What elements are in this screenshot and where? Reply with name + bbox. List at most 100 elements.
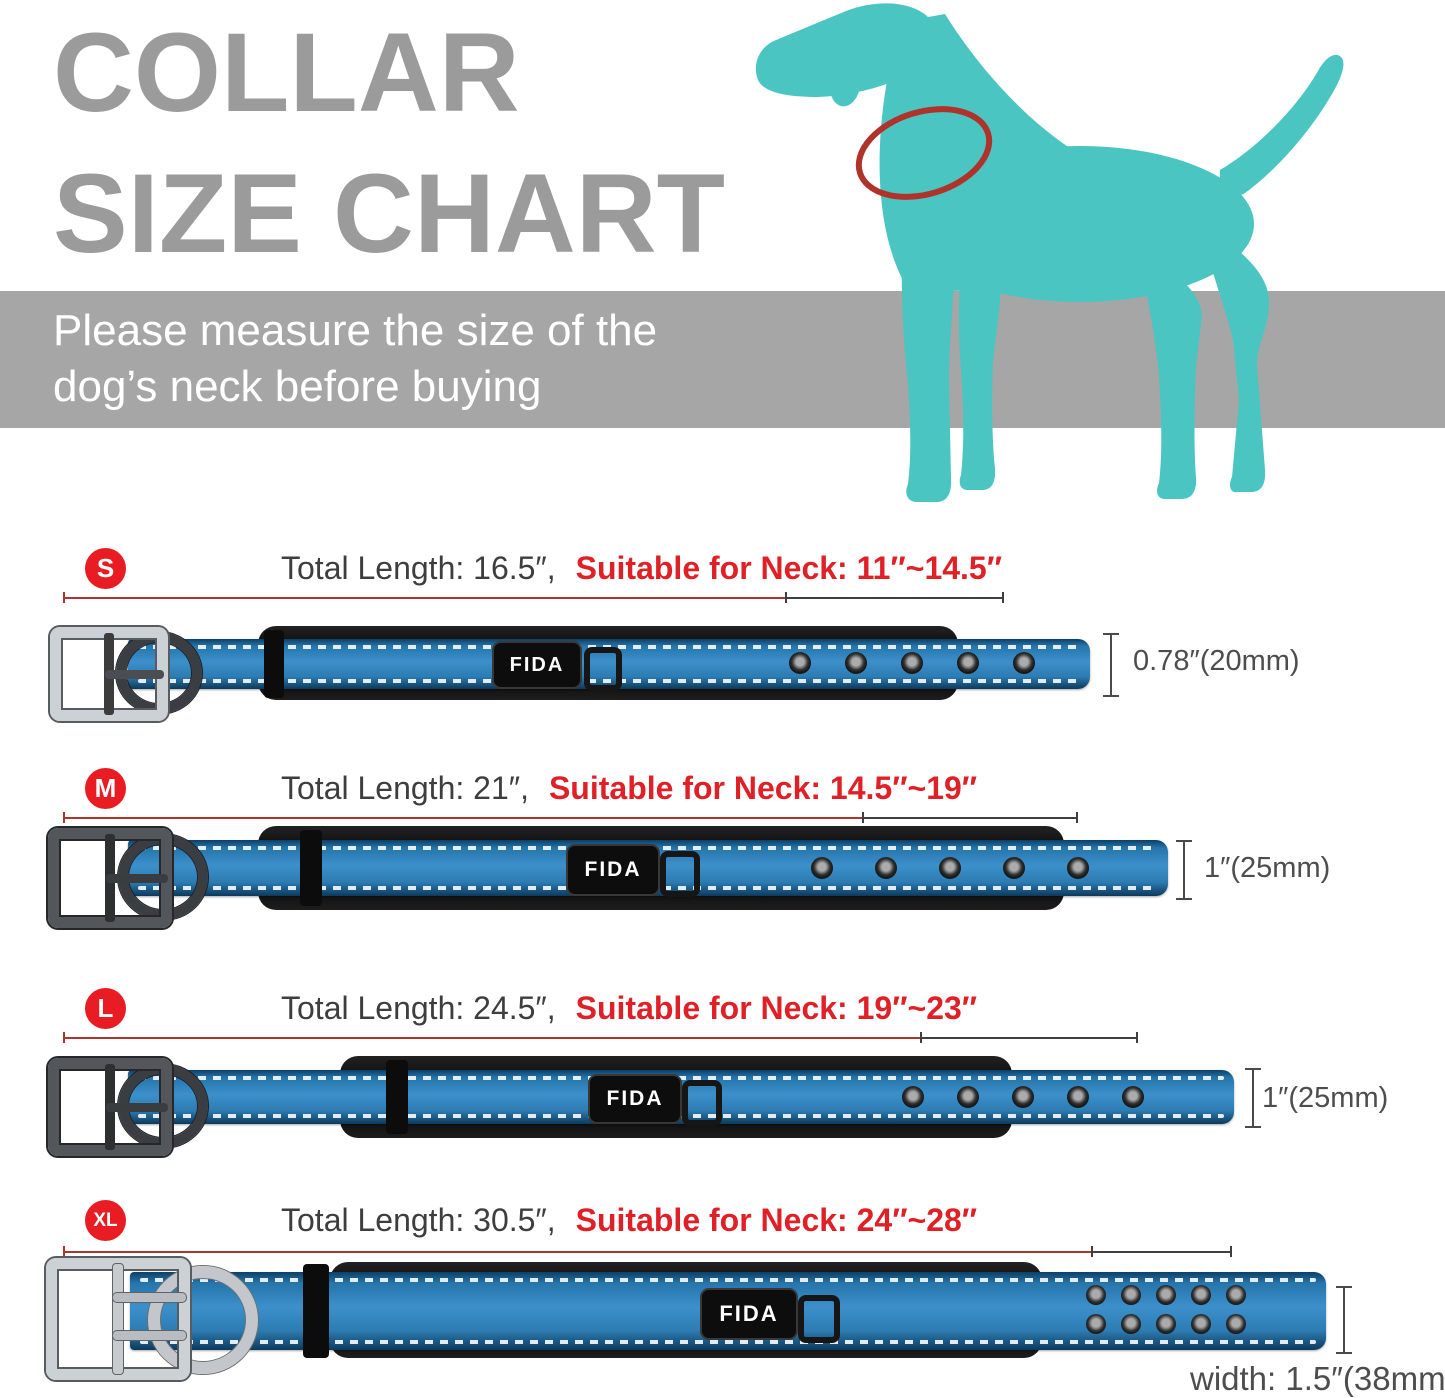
total-length-label: Total Length: 16.5″, [281,550,556,586]
width-bracket [1245,1068,1261,1128]
grommet-icon [789,652,811,674]
grommet-icon [1013,652,1035,674]
brand-tag: FIDA [588,1074,682,1124]
grommet-icon [875,857,897,879]
size-badge-m: M [85,768,126,809]
width-note-s: 0.78″(20mm) [1133,645,1300,677]
measure-tick [63,592,65,603]
measure-tick [63,812,65,823]
grommet-icon [1086,1285,1106,1305]
collar-keeper-band [264,630,284,698]
collar-keeper-band [386,1060,408,1134]
measure-line-xl [0,1246,1445,1258]
measure-tick [920,1032,922,1043]
width-note-m: 1″(25mm) [1204,852,1331,884]
width-bracket [1176,840,1192,900]
collar-keeper-band [300,830,322,906]
grommet-icon [957,1086,979,1108]
measure-segment-total [63,1037,921,1039]
measure-tick [862,812,864,823]
grommet-icon [1191,1314,1211,1334]
measure-line-l [0,1032,1445,1044]
banner-text: Please measure the size of the dog’s nec… [53,303,657,416]
measure-tick [1002,592,1004,603]
measure-tick [1230,1246,1232,1257]
dog-rear-leg [1140,260,1202,499]
dog-body [906,146,1254,302]
grommet-strip [811,857,1089,879]
grommet-icon [845,652,867,674]
grommet-icon [1003,857,1025,879]
title-line-2: SIZE CHART [53,151,725,277]
measure-segment-neck [921,1037,1138,1039]
measure-segment-neck [1092,1251,1232,1253]
measure-segment-neck [863,817,1078,819]
measure-line-s [0,592,1445,604]
grommet-icon [957,652,979,674]
grommet-icon [1122,1086,1144,1108]
width-bracket [1336,1286,1352,1354]
brand-tag: FIDA [566,844,660,896]
dog-tail [1220,54,1344,196]
grommet-icon [1067,857,1089,879]
tag-dring-icon [660,851,700,897]
tag-dring-icon [682,1080,722,1126]
size-badge-l: L [85,988,126,1029]
grommet-icon [901,652,923,674]
page-title: COLLAR SIZE CHART [53,2,725,284]
collar-buckle-icon [50,627,168,721]
measure-tick [1076,812,1078,823]
width-note-xl: width: 1.5″(38mm) [1190,1360,1445,1397]
total-length-label: Total Length: 30.5″, [281,1202,556,1238]
dog-ear [827,15,863,107]
tag-dring-icon [798,1295,840,1343]
grommet-icon [1191,1285,1211,1305]
brand-tag: FIDA [700,1288,798,1340]
measure-tick [785,592,787,603]
grommet-icon [1156,1285,1176,1305]
grommet-strip [789,652,1035,674]
grommet-icon [1086,1314,1106,1334]
grommet-icon [1121,1314,1141,1334]
grommet-icon [1156,1314,1176,1334]
grommet-icon [902,1086,924,1108]
measure-tick [63,1246,65,1257]
collar-buckle-icon [48,828,172,928]
neck-range-label: Suitable for Neck: 14.5″~19″ [548,770,978,806]
collar-buckle-icon [46,1258,190,1380]
grommet-icon [811,857,833,879]
brand-tag: FIDA [492,641,582,689]
measure-segment-total [63,1251,1092,1253]
banner-line-2: dog’s neck before buying [53,362,542,412]
width-bracket [1103,633,1119,697]
measure-note-banner: Please measure the size of the dog’s nec… [0,291,1445,428]
grommet-icon [1012,1086,1034,1108]
tag-dring-icon [584,647,622,691]
grommet-icon [1226,1314,1246,1334]
measure-tick [1136,1032,1138,1043]
size-badge-s: S [85,548,126,589]
measure-segment-total [63,597,786,599]
size-header-s: Total Length: 16.5″, Suitable for Neck: … [281,550,1002,587]
grommet-icon [1121,1285,1141,1305]
measure-line-m [0,812,1445,824]
neck-measure-ring-icon [855,106,993,200]
grommet-icon [939,857,961,879]
measure-tick [1091,1246,1093,1257]
neck-range-label: Suitable for Neck: 19″~23″ [575,990,978,1026]
dog-front-leg-far [958,260,1001,490]
grommet-icon [1067,1086,1089,1108]
size-badge-xl: XL [85,1200,126,1241]
neck-range-label: Suitable for Neck: 11″~14.5″ [575,550,1003,586]
collar-buckle-icon [48,1058,172,1156]
measure-tick [63,1032,65,1043]
size-header-xl: Total Length: 30.5″, Suitable for Neck: … [281,1202,977,1239]
title-line-1: COLLAR [53,10,520,135]
grommet-strip [902,1086,1144,1108]
width-note-l: 1″(25mm) [1262,1082,1389,1114]
total-length-label: Total Length: 21″, [281,770,529,806]
grommet-strip [1086,1285,1246,1334]
dog-silhouette [755,3,1344,502]
banner-line-1: Please measure the size of the [53,306,658,355]
